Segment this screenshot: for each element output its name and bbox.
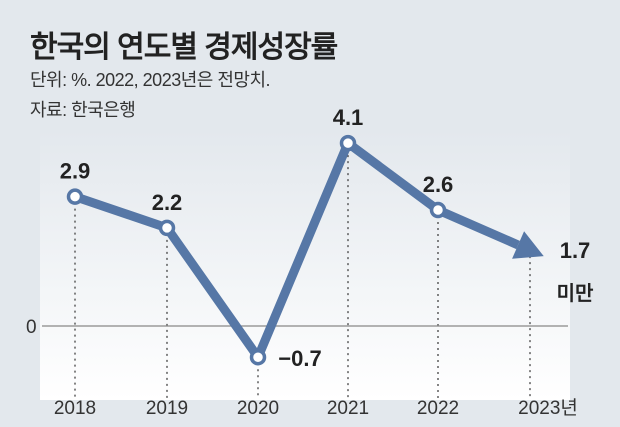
x-tick-label: 2022 — [417, 398, 459, 419]
data-label: 2.6 — [423, 172, 454, 197]
data-point — [339, 134, 357, 152]
x-tick-label: 2020 — [237, 398, 279, 419]
x-tick-label: 2023년 — [518, 397, 578, 419]
data-label: 1.7 — [560, 238, 591, 263]
data-label: 4.1 — [333, 105, 364, 130]
chart-subtitle: 단위: %. 2022, 2023년은 전망치. — [30, 70, 271, 90]
x-tick-label: 2018 — [54, 398, 96, 419]
chart-title: 한국의 연도별 경제성장률 — [30, 31, 338, 64]
y-tick-0: 0 — [26, 317, 37, 338]
x-tick-label: 2019 — [146, 398, 188, 419]
arrow-head — [512, 231, 544, 259]
data-label: 2.2 — [152, 190, 183, 215]
data-point — [158, 219, 176, 237]
chart-source: 자료: 한국은행 — [30, 100, 136, 120]
data-label: −0.7 — [278, 346, 321, 371]
data-point — [249, 348, 267, 366]
data-point — [66, 188, 84, 205]
data-label-note: 미만 — [557, 282, 594, 305]
plot-area — [40, 130, 570, 400]
x-tick-label: 2021 — [327, 398, 369, 419]
data-label: 2.9 — [60, 159, 91, 184]
series-line — [73, 138, 520, 362]
data-point — [429, 201, 447, 219]
